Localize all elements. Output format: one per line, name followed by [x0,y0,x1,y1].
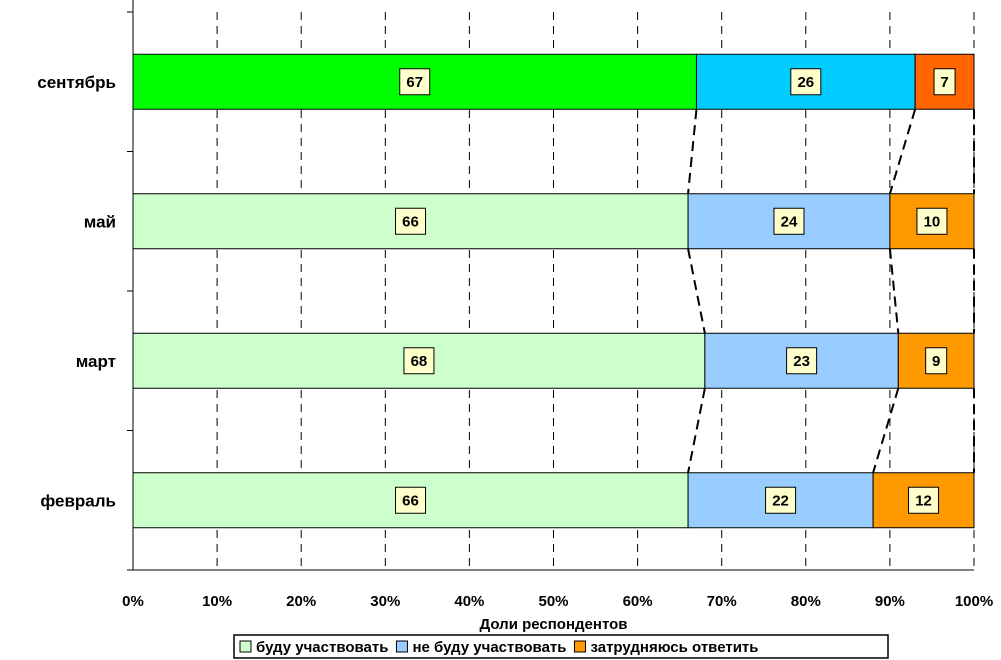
x-tick-label: 80% [791,593,821,610]
data-label-box [399,68,431,96]
legend: буду участвовать не буду участвовать затру… [233,634,889,659]
legend-swatch [395,640,408,653]
category-labels: сентябрь май март февраль [37,73,116,511]
series-line [872,387,900,474]
legend-swatch [573,640,586,653]
category-label: май [84,212,116,231]
legend-label: затрудняюсь ответить [590,639,758,656]
data-label-box [916,207,948,235]
data-label-box [773,207,805,235]
data-label: 68 [403,347,435,375]
x-tick-label: 90% [875,593,905,610]
data-label: 10 [916,207,948,235]
data-label-box [933,68,956,96]
data-label-box [395,207,427,235]
data-label-text: 22 [772,492,789,509]
data-label-box [925,347,948,375]
x-tick-label: 100% [955,593,993,610]
data-label-text: 12 [915,492,932,509]
legend-label: не буду участвовать [412,639,566,656]
series-lines [687,108,975,474]
series-line [687,109,698,194]
data-label-text: 24 [781,213,798,230]
data-label: 66 [395,486,427,514]
data-label: 23 [786,347,818,375]
x-tick-label: 30% [370,593,400,610]
x-tick-label: 60% [623,593,653,610]
x-tick-label: 10% [202,593,232,610]
category-label: февраль [40,491,116,510]
data-label-text: 9 [932,353,940,370]
data-label-text: 26 [797,74,814,91]
category-label: март [76,352,116,371]
data-label: 26 [790,68,822,96]
data-label-text: 23 [793,353,810,370]
legend-item: буду участвовать [239,639,388,656]
data-label: 24 [773,207,805,235]
data-label: 7 [933,68,956,96]
data-label: 12 [908,486,940,514]
data-label: 67 [399,68,431,96]
data-label-text: 66 [402,213,419,230]
data-label-box [790,68,822,96]
x-tick-label: 50% [538,593,568,610]
legend-label: буду участвовать [256,639,388,656]
data-label-box [908,486,940,514]
legend-item: не буду участвовать [395,639,566,656]
axes [127,0,974,571]
data-label-text: 67 [406,74,423,91]
data-label-box [403,347,435,375]
data-label-text: 66 [402,492,419,509]
data-label: 66 [395,207,427,235]
legend-item: затрудняюсь ответить [573,639,758,656]
data-label-text: 7 [940,74,948,91]
series-line [687,248,706,334]
data-label: 22 [765,486,797,514]
legend-swatch [239,640,252,653]
data-label-text: 10 [924,213,941,230]
x-tick-labels: 0% 10% 20% 30% 40% 50% 60% 70% 80% 90% 100% [122,593,993,610]
category-label: сентябрь [37,73,116,92]
value-labels: 67 26 7 66 24 10 68 23 9 66 22 12 [395,68,956,514]
series-line [687,388,706,473]
data-label-text: 68 [411,353,428,370]
x-axis-label: Доли респондентов [480,616,628,633]
series-line [888,108,917,195]
data-label-box [786,347,818,375]
data-label-box [765,486,797,514]
series-line [888,248,900,334]
x-tick-label: 20% [286,593,316,610]
data-label-box [395,486,427,514]
data-label: 9 [925,347,948,375]
x-tick-label: 40% [454,593,484,610]
x-tick-label: 70% [707,593,737,610]
x-tick-label: 0% [122,593,144,610]
